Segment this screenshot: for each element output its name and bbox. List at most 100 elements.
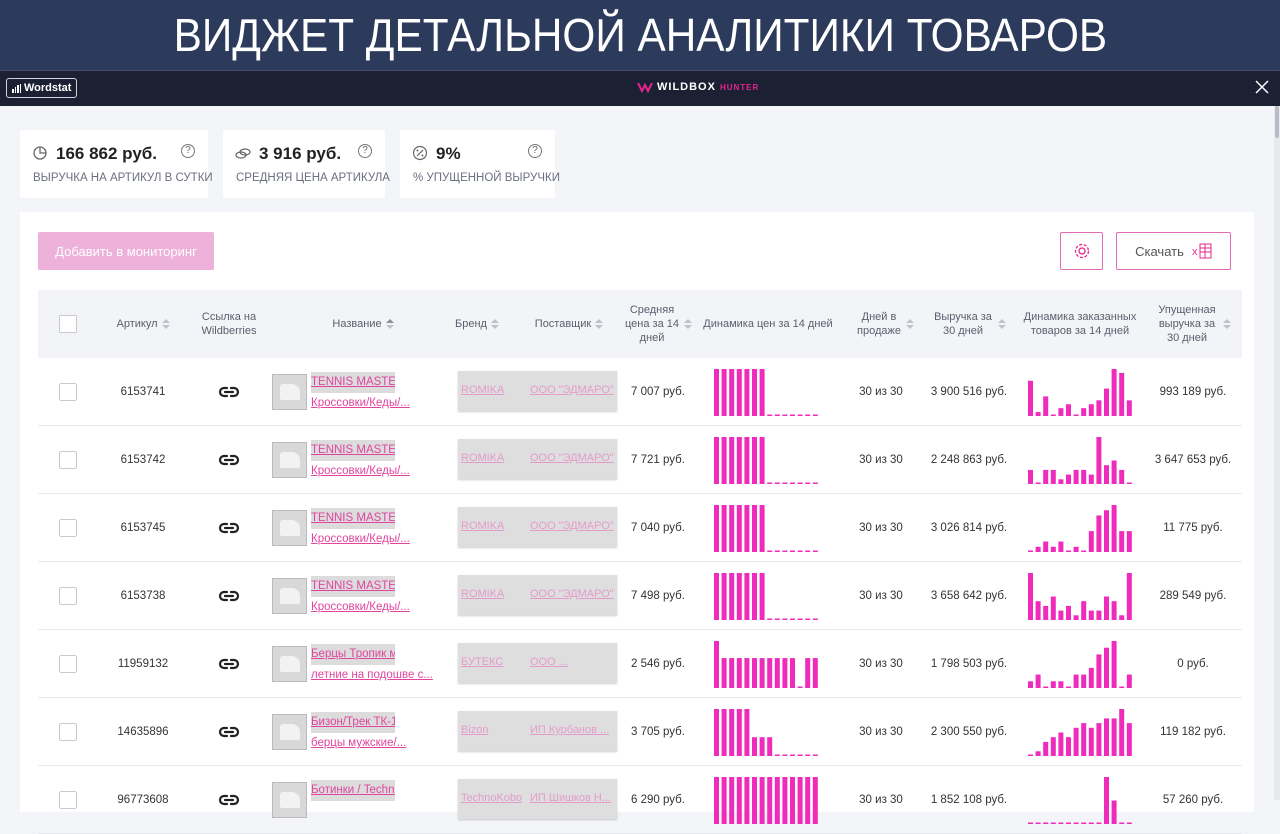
- brand-supplier-blurred: БУТЕКС ООО ...: [458, 643, 617, 683]
- bar-chart-icon: [12, 83, 21, 93]
- product-name-link[interactable]: TENNIS MASTER/Кроссовки/Кеды/...: [311, 576, 441, 618]
- brand-link[interactable]: ROMIKA: [461, 452, 505, 464]
- price-bar: [729, 658, 735, 688]
- row-checkbox[interactable]: [59, 791, 77, 809]
- row-checkbox[interactable]: [59, 519, 77, 537]
- th-revenue[interactable]: Выручка за 30 дней: [928, 290, 1010, 358]
- product-name-link[interactable]: Берцы Тропик м.1726Элетние на подошве с.…: [311, 644, 441, 686]
- th-supplier[interactable]: Поставщик: [526, 290, 612, 358]
- brand-link[interactable]: БУТЕКС: [461, 656, 504, 668]
- row-checkbox[interactable]: [59, 655, 77, 673]
- orders-dynamics-chart: [1028, 573, 1132, 620]
- order-bar: [1028, 469, 1033, 484]
- price-bar: [797, 686, 803, 688]
- close-icon[interactable]: [1254, 79, 1270, 95]
- scrollbar-thumb[interactable]: [1275, 106, 1279, 138]
- order-bar: [1066, 550, 1071, 552]
- order-bar: [1073, 615, 1079, 620]
- wildberries-link[interactable]: [198, 766, 260, 834]
- order-bar: [1119, 531, 1125, 552]
- wildberries-link[interactable]: [198, 698, 260, 766]
- settings-button[interactable]: [1060, 232, 1103, 270]
- order-bar: [1035, 412, 1041, 416]
- price-dynamics-chart: [714, 369, 818, 416]
- product-name-link[interactable]: Бизон/Трек ТК-16 /берцы мужские/...: [311, 712, 441, 754]
- select-all-checkbox[interactable]: [59, 315, 77, 333]
- brand-supplier-blurred: ROMIKA ООО "ЭДМАРО": [458, 439, 617, 479]
- price-bar: [767, 737, 773, 756]
- row-checkbox[interactable]: [59, 723, 77, 741]
- supplier-link[interactable]: ООО "ЭДМАРО": [530, 588, 614, 600]
- th-brand[interactable]: Бренд: [448, 290, 506, 358]
- order-bar: [1088, 727, 1094, 756]
- brand-link[interactable]: ROMIKA: [461, 588, 505, 600]
- price-dynamics-chart: [714, 777, 818, 824]
- order-bar: [1073, 546, 1079, 552]
- brand-link[interactable]: ROMIKA: [461, 384, 505, 396]
- help-icon[interactable]: ?: [181, 144, 195, 158]
- price-bar: [767, 550, 773, 552]
- row-checkbox[interactable]: [59, 587, 77, 605]
- order-bar: [1088, 822, 1094, 824]
- stat-value: 3 916 руб.: [259, 144, 342, 163]
- price-bar: [714, 709, 719, 756]
- price-bar: [744, 437, 750, 484]
- product-name-link[interactable]: Ботинки / TechnoKobo...: [311, 780, 441, 801]
- supplier-link[interactable]: ООО "ЭДМАРО": [530, 384, 614, 396]
- order-bar: [1028, 550, 1033, 552]
- row-checkbox[interactable]: [59, 451, 77, 469]
- wildberries-link[interactable]: [198, 358, 260, 426]
- products-panel: Добавить в мониторинг Скачать x Артикул …: [20, 212, 1254, 834]
- order-bar: [1111, 718, 1117, 756]
- scrollbar[interactable]: [1274, 106, 1280, 800]
- days-cell: 30 из 30: [859, 386, 903, 398]
- th-days[interactable]: Дней в продаже: [846, 290, 924, 358]
- order-bar: [1058, 408, 1064, 416]
- product-name-link[interactable]: TENNIS MASTER/Кроссовки/Кеды/...: [311, 508, 441, 550]
- help-icon[interactable]: ?: [358, 144, 372, 158]
- avg-price-cell: 2 546 руб.: [631, 658, 685, 670]
- sort-icon: [1223, 319, 1231, 329]
- th-name[interactable]: Название: [308, 290, 418, 358]
- help-icon[interactable]: ?: [528, 144, 542, 158]
- wildberries-link[interactable]: [198, 426, 260, 494]
- supplier-link[interactable]: ИП Шишков Н...: [530, 792, 611, 804]
- order-bar: [1096, 822, 1102, 824]
- add-to-monitoring-button[interactable]: Добавить в мониторинг: [38, 232, 214, 270]
- price-bar: [774, 618, 780, 620]
- supplier-link[interactable]: ООО "ЭДМАРО": [530, 452, 614, 464]
- sort-icon: [595, 319, 604, 329]
- order-bar: [1035, 674, 1041, 688]
- order-bar: [1104, 465, 1109, 484]
- product-name-link[interactable]: TENNIS MASTER/Кроссовки/Кеды/...: [311, 372, 441, 414]
- order-bar: [1058, 541, 1064, 552]
- price-dynamics-chart: [714, 437, 818, 484]
- table-row: 11959132 Берцы Тропик м.1726Элетние на по…: [38, 630, 1242, 698]
- price-bar: [767, 414, 773, 416]
- stat-label: % УПУЩЕННОЙ ВЫРУЧКИ: [413, 172, 560, 184]
- supplier-link[interactable]: ООО ...: [530, 656, 568, 668]
- product-name-link[interactable]: TENNIS MASTER/Кроссовки/Кеды/...: [311, 440, 441, 482]
- th-article[interactable]: Артикул: [108, 290, 178, 358]
- wildberries-link[interactable]: [198, 562, 260, 630]
- wildberries-link[interactable]: [198, 494, 260, 562]
- price-bar: [729, 777, 735, 824]
- wildberries-link[interactable]: [198, 630, 260, 698]
- gear-icon: [1074, 243, 1089, 259]
- wordstat-button[interactable]: Wordstat: [6, 78, 78, 98]
- brand-link[interactable]: Bizon: [461, 724, 489, 736]
- order-bar: [1058, 822, 1064, 824]
- brand-link[interactable]: ROMIKA: [461, 520, 505, 532]
- supplier-link[interactable]: ИП Курбанов ...: [530, 724, 610, 736]
- download-button[interactable]: Скачать x: [1116, 232, 1231, 270]
- price-bar: [805, 414, 811, 416]
- table-row: 6153745 TENNIS MASTER/Кроссовки/Кеды/... R…: [38, 494, 1242, 562]
- row-checkbox[interactable]: [59, 383, 77, 401]
- revenue-cell: 3 658 642 руб.: [930, 590, 1008, 602]
- th-lost[interactable]: Упущенная выручка за 30 дней: [1148, 290, 1238, 358]
- brand-link[interactable]: TechnoKobo: [461, 792, 523, 804]
- stat-card-lost: 9% ? % УПУЩЕННОЙ ВЫРУЧКИ: [400, 130, 560, 198]
- th-avg-price[interactable]: Средняя цена за 14 дней: [618, 290, 698, 358]
- supplier-link[interactable]: ООО "ЭДМАРО": [530, 520, 614, 532]
- order-bar: [1126, 822, 1132, 824]
